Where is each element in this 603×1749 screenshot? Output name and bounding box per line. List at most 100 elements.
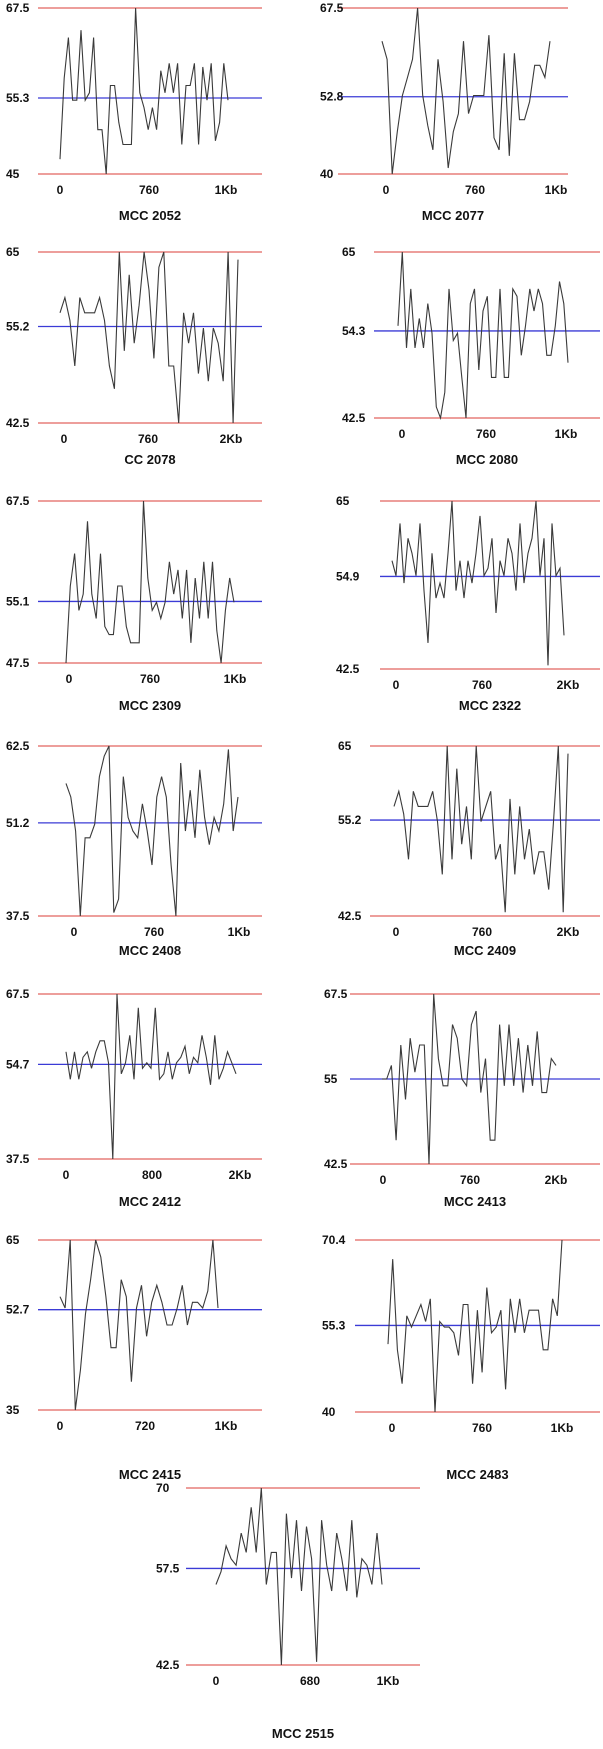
x-tick-label: 1Kb: [215, 1419, 238, 1433]
y-tick-label: 37.5: [6, 909, 30, 923]
x-tick-label: 760: [476, 427, 496, 441]
y-tick-label: 55: [324, 1072, 338, 1086]
y-tick-label: 65: [6, 245, 20, 259]
x-tick-label: 760: [472, 678, 492, 692]
y-tick-label: 40: [322, 1405, 336, 1419]
x-tick-label: 0: [389, 1421, 396, 1435]
y-tick-label: 67.5: [324, 987, 348, 1001]
chart-title: MCC 2322: [459, 698, 521, 713]
x-tick-label: 2Kb: [220, 432, 243, 446]
x-tick-label: 1Kb: [224, 672, 247, 686]
y-tick-label: 67.5: [6, 494, 30, 508]
gc-content-series: [393, 745, 569, 913]
y-tick-label: 65: [6, 1233, 20, 1247]
x-tick-label: 1Kb: [228, 925, 251, 939]
y-tick-label: 37.5: [6, 1152, 30, 1166]
gc-content-series: [65, 500, 235, 664]
x-tick-label: 0: [393, 678, 400, 692]
y-tick-label: 42.5: [342, 411, 366, 425]
y-tick-label: 55.3: [322, 1318, 346, 1332]
gc-content-series: [381, 7, 551, 175]
x-tick-label: 680: [300, 1674, 320, 1688]
y-tick-label: 70.4: [322, 1233, 346, 1247]
y-tick-label: 67.5: [320, 1, 344, 15]
gc-content-series: [397, 251, 569, 421]
y-tick-label: 52.7: [6, 1303, 30, 1317]
y-tick-label: 42.5: [336, 662, 360, 676]
y-tick-label: 67.5: [6, 987, 30, 1001]
gc-content-series: [382, 993, 557, 1165]
chart-title: MCC 2408: [119, 943, 181, 958]
y-tick-label: 65: [338, 739, 352, 753]
chart-title: MCC 2409: [454, 943, 516, 958]
y-tick-label: 45: [6, 167, 20, 181]
x-tick-label: 0: [57, 1419, 64, 1433]
gc-content-series: [65, 993, 237, 1160]
gc-content-series: [391, 500, 565, 666]
x-tick-label: 760: [472, 1421, 492, 1435]
chart-title: MCC 2077: [422, 208, 484, 223]
chart-title: MCC 2309: [119, 698, 181, 713]
y-tick-label: 51.2: [6, 816, 30, 830]
x-tick-label: 0: [399, 427, 406, 441]
x-tick-label: 760: [138, 432, 158, 446]
gc-content-series: [387, 1239, 563, 1413]
y-tick-label: 67.5: [6, 1, 30, 15]
y-tick-label: 52.8: [320, 90, 344, 104]
x-tick-label: 760: [140, 672, 160, 686]
x-tick-label: 720: [135, 1419, 155, 1433]
y-tick-label: 65: [342, 245, 356, 259]
y-tick-label: 47.5: [6, 656, 30, 670]
y-tick-label: 57.5: [156, 1561, 180, 1575]
x-tick-label: 0: [61, 432, 68, 446]
x-tick-label: 760: [144, 925, 164, 939]
x-tick-label: 760: [139, 183, 159, 197]
chart-title: MCC 2515: [272, 1726, 334, 1741]
y-tick-label: 54.9: [336, 569, 360, 583]
x-tick-label: 0: [63, 1168, 70, 1182]
x-tick-label: 800: [142, 1168, 162, 1182]
x-tick-label: 0: [380, 1173, 387, 1187]
x-tick-label: 2Kb: [545, 1173, 568, 1187]
x-tick-label: 1Kb: [551, 1421, 574, 1435]
y-tick-label: 55.2: [338, 813, 362, 827]
y-tick-label: 42.5: [324, 1157, 348, 1171]
y-tick-label: 40: [320, 167, 334, 181]
x-tick-label: 1Kb: [555, 427, 578, 441]
x-tick-label: 0: [383, 183, 390, 197]
x-tick-label: 760: [465, 183, 485, 197]
x-tick-label: 1Kb: [215, 183, 238, 197]
chart-title: MCC 2483: [446, 1467, 508, 1482]
x-tick-label: 0: [66, 672, 73, 686]
x-tick-label: 760: [460, 1173, 480, 1187]
y-tick-label: 42.5: [156, 1658, 180, 1672]
y-tick-label: 65: [336, 494, 350, 508]
y-tick-label: 55.3: [6, 91, 30, 105]
x-tick-label: 1Kb: [545, 183, 568, 197]
chart-title: MCC 2052: [119, 208, 181, 223]
y-tick-label: 62.5: [6, 739, 30, 753]
chart-title: MCC 2415: [119, 1467, 181, 1482]
chart-title: MCC 2080: [456, 452, 518, 467]
x-tick-label: 0: [213, 1674, 220, 1688]
x-tick-label: 0: [393, 925, 400, 939]
y-tick-label: 42.5: [338, 909, 362, 923]
chart-title: CC 2078: [124, 452, 175, 467]
y-tick-label: 54.7: [6, 1057, 30, 1071]
y-tick-label: 35: [6, 1403, 20, 1417]
gc-content-series: [59, 1239, 219, 1411]
y-tick-label: 42.5: [6, 416, 30, 430]
chart-title: MCC 2413: [444, 1194, 506, 1209]
y-tick-label: 54.3: [342, 324, 366, 338]
y-tick-label: 55.1: [6, 594, 30, 608]
y-tick-label: 70: [156, 1481, 170, 1495]
x-tick-label: 0: [71, 925, 78, 939]
gc-content-series: [59, 251, 239, 424]
x-tick-label: 760: [472, 925, 492, 939]
gc-content-series: [65, 745, 239, 917]
x-tick-label: 1Kb: [377, 1674, 400, 1688]
gc-content-series: [215, 1487, 383, 1666]
x-tick-label: 2Kb: [557, 925, 580, 939]
x-tick-label: 0: [57, 183, 64, 197]
